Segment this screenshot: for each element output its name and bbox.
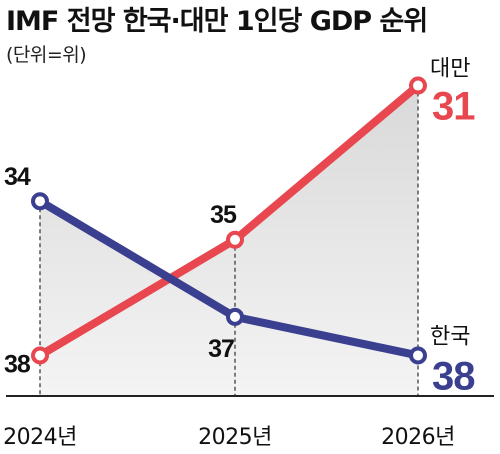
- x-axis-ticks: 2024년 2025년 2026년: [3, 425, 455, 450]
- data-label-taiwan-2024: 38: [4, 350, 31, 378]
- end-value-korea: 38: [432, 354, 475, 398]
- end-value-taiwan: 31: [432, 85, 475, 129]
- series-name-taiwan: 대만: [430, 57, 470, 82]
- series-name-korea: 한국: [430, 324, 470, 349]
- x-tick-label-2024: 2024년: [3, 425, 77, 450]
- x-tick-label-2025: 2025년: [198, 425, 272, 450]
- point-taiwan-2025: [226, 230, 244, 249]
- chart-title: IMF 전망 한국·대만 1인당 GDP 순위: [6, 6, 427, 37]
- data-label-korea-2024: 34: [4, 163, 31, 191]
- area-between-series: [40, 85, 418, 397]
- point-korea-2026: [409, 346, 427, 365]
- series-points-taiwan: [31, 76, 427, 365]
- x-tick-label-2026: 2026년: [381, 425, 455, 450]
- chart-unit: (단위=위): [6, 44, 86, 66]
- point-taiwan-2024: [31, 346, 49, 365]
- data-label-taiwan-2025: 35: [210, 201, 237, 229]
- data-label-korea-2025: 37: [208, 335, 234, 363]
- point-taiwan-2026: [409, 76, 427, 95]
- series-points-korea: [31, 192, 427, 365]
- point-korea-2025: [226, 307, 244, 326]
- point-korea-2024: [31, 192, 49, 211]
